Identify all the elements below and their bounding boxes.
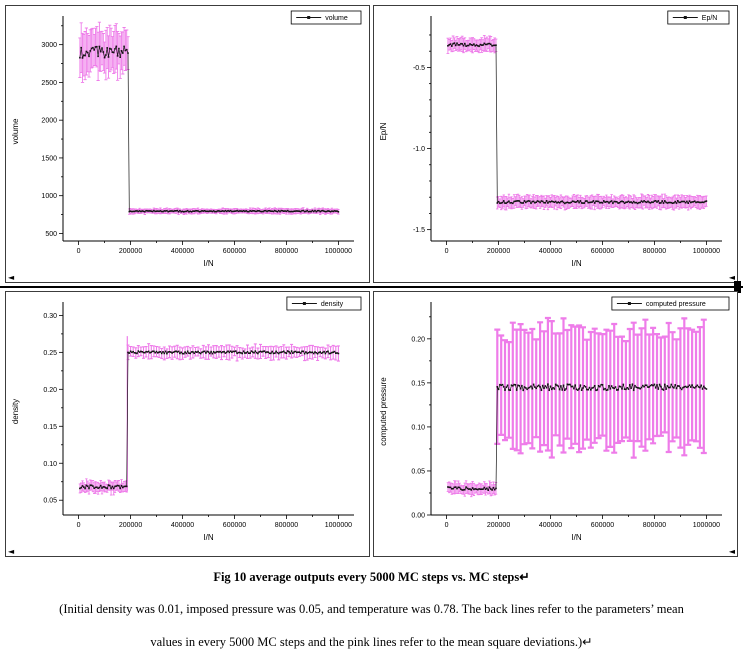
svg-text:0.10: 0.10 [43,461,57,468]
svg-text:1000000: 1000000 [693,522,720,529]
figure-10: 0 200000 400000 600000 800000 1000000 500 1000 1… [0,5,743,557]
chart-row-top: 0 200000 400000 600000 800000 1000000 500 1000 1… [0,5,743,283]
svg-text:Ep/N: Ep/N [379,122,388,140]
svg-text:-1.5: -1.5 [413,227,425,234]
density-chart: 0 200000 400000 600000 800000 1000000 0.05 0.10… [6,292,369,556]
svg-text:0: 0 [445,522,449,529]
svg-text:Ep/N: Ep/N [702,15,718,22]
chart-row-bottom: 0 200000 400000 600000 800000 1000000 0.05 0.10… [0,291,743,557]
svg-text:500: 500 [45,231,57,238]
svg-text:I/N: I/N [571,259,581,268]
ep-n-chart: 0 200000 400000 600000 800000 1000000 -1.5 -1.0… [374,6,737,282]
svg-text:200000: 200000 [487,522,510,529]
svg-text:-0.5: -0.5 [413,65,425,72]
svg-text:800000: 800000 [275,248,298,255]
svg-text:1000000: 1000000 [693,248,720,255]
row-divider [0,281,743,293]
svg-text:800000: 800000 [643,248,666,255]
svg-text:600000: 600000 [591,522,614,529]
figure-caption-title: Fig 10 average outputs every 5000 MC ste… [213,570,530,584]
svg-text:3000: 3000 [41,42,57,49]
svg-text:0.25: 0.25 [43,350,57,357]
svg-text:800000: 800000 [643,522,666,529]
svg-text:400000: 400000 [539,522,562,529]
divider-line [0,286,743,288]
figure-caption-line2: values in every 5000 MC steps and the pi… [150,635,593,649]
svg-text:computed pressure: computed pressure [646,301,706,308]
svg-text:0.05: 0.05 [411,468,425,475]
svg-text:volume: volume [325,15,348,22]
svg-text:600000: 600000 [223,522,246,529]
figure-caption: Fig 10 average outputs every 5000 MC ste… [0,569,743,650]
svg-text:600000: 600000 [591,248,614,255]
computed-pressure-chart: 0 200000 400000 600000 800000 1000000 0.00 0.05… [374,292,737,556]
svg-text:0.20: 0.20 [411,336,425,343]
svg-text:2500: 2500 [41,80,57,87]
svg-text:I/N: I/N [571,533,581,542]
svg-text:2000: 2000 [41,118,57,125]
svg-text:0.15: 0.15 [411,380,425,387]
divider-handle-icon [734,281,741,293]
svg-text:1000: 1000 [41,193,57,200]
svg-text:0.20: 0.20 [43,387,57,394]
svg-text:0: 0 [77,248,81,255]
panel-computed-pressure: 0 200000 400000 600000 800000 1000000 0.00 0.05… [373,291,738,557]
svg-text:600000: 600000 [223,248,246,255]
svg-text:1500: 1500 [41,155,57,162]
svg-text:computed pressure: computed pressure [379,377,388,446]
svg-text:I/N: I/N [203,259,213,268]
document-page: { "icons": { "scroll_arrow_left": "◄", "… [0,5,743,660]
svg-text:0.15: 0.15 [43,424,57,431]
svg-text:800000: 800000 [275,522,298,529]
panel-density: 0 200000 400000 600000 800000 1000000 0.05 0.10… [5,291,370,557]
svg-text:density: density [11,399,20,424]
svg-text:I/N: I/N [203,533,213,542]
volume-chart: 0 200000 400000 600000 800000 1000000 500 1000 1… [6,6,369,282]
svg-text:200000: 200000 [119,248,142,255]
svg-text:400000: 400000 [539,248,562,255]
scroll-arrow-icon: ◄ [8,273,15,282]
scroll-arrow-icon: ◄ [728,273,735,282]
scroll-arrow-icon: ◄ [728,547,735,556]
panel-ep-n: 0 200000 400000 600000 800000 1000000 -1.5 -1.0… [373,5,738,283]
svg-text:0.10: 0.10 [411,424,425,431]
svg-text:0.05: 0.05 [43,498,57,505]
svg-text:400000: 400000 [171,248,194,255]
svg-text:200000: 200000 [119,522,142,529]
svg-text:200000: 200000 [487,248,510,255]
svg-text:volume: volume [11,118,20,144]
scroll-arrow-icon: ◄ [8,547,15,556]
svg-text:0.30: 0.30 [43,313,57,320]
figure-caption-line1: (Initial density was 0.01, imposed press… [59,602,684,616]
svg-text:0: 0 [445,248,449,255]
svg-text:1000000: 1000000 [325,522,352,529]
svg-text:density: density [321,301,344,308]
panel-volume: 0 200000 400000 600000 800000 1000000 500 1000 1… [5,5,370,283]
svg-text:400000: 400000 [171,522,194,529]
svg-text:0.00: 0.00 [411,513,425,520]
svg-text:1000000: 1000000 [325,248,352,255]
svg-text:-1.0: -1.0 [413,146,425,153]
svg-text:0: 0 [77,522,81,529]
